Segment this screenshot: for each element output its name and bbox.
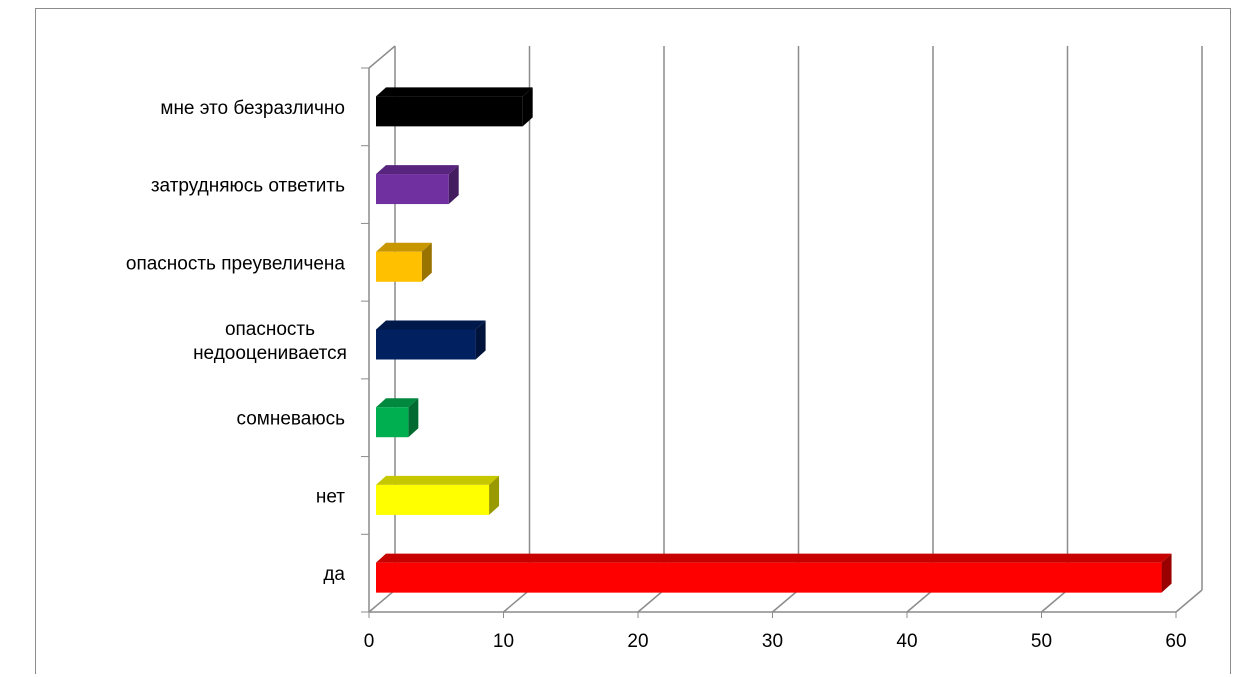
bar	[376, 329, 476, 360]
bar-top	[376, 242, 432, 252]
bar-top	[376, 320, 486, 330]
floor-gridline	[772, 589, 799, 613]
x-tick-label: 20	[627, 631, 648, 652]
bar-top	[376, 87, 533, 97]
bar-top	[376, 553, 1172, 563]
x-tick-label: 0	[364, 631, 375, 652]
bar-side	[1161, 553, 1172, 593]
floor-gridline	[1175, 589, 1203, 613]
floor-gridline	[906, 589, 934, 613]
floor-gridline	[637, 589, 665, 613]
bar-side	[489, 475, 500, 515]
x-tick-label: 40	[896, 631, 917, 652]
bar-side	[475, 320, 486, 360]
category-label: затрудняюсь ответить	[151, 176, 345, 197]
x-tick-label: 30	[762, 631, 783, 652]
category-label: да	[323, 564, 345, 585]
bar	[376, 96, 523, 127]
floor-gridline	[503, 589, 530, 613]
bar-top	[376, 398, 419, 408]
bar-side	[408, 398, 419, 438]
chart-frame	[35, 8, 1231, 674]
y-axis-top-edge	[368, 45, 396, 69]
bar-top	[376, 475, 500, 485]
category-label: опасность недооценивается	[193, 319, 347, 364]
bar	[376, 562, 1162, 593]
x-tick-label: 50	[1031, 631, 1052, 652]
x-tick-label: 60	[1165, 631, 1186, 652]
category-label: опасность преувеличена	[126, 253, 346, 274]
bar	[376, 407, 409, 438]
category-label: мне это безразлично	[160, 98, 345, 119]
floor-gridline	[368, 589, 396, 613]
bar-side	[448, 165, 459, 205]
bar	[376, 484, 490, 515]
bar	[376, 251, 422, 282]
category-label: нет	[316, 486, 345, 507]
floor-gridline	[1041, 589, 1068, 613]
bar-side	[522, 87, 533, 127]
x-tick-label: 10	[493, 631, 514, 652]
bar-side	[421, 242, 432, 282]
bar-top	[376, 165, 459, 175]
category-label: сомневаюсь	[237, 409, 346, 430]
bar	[376, 174, 449, 205]
